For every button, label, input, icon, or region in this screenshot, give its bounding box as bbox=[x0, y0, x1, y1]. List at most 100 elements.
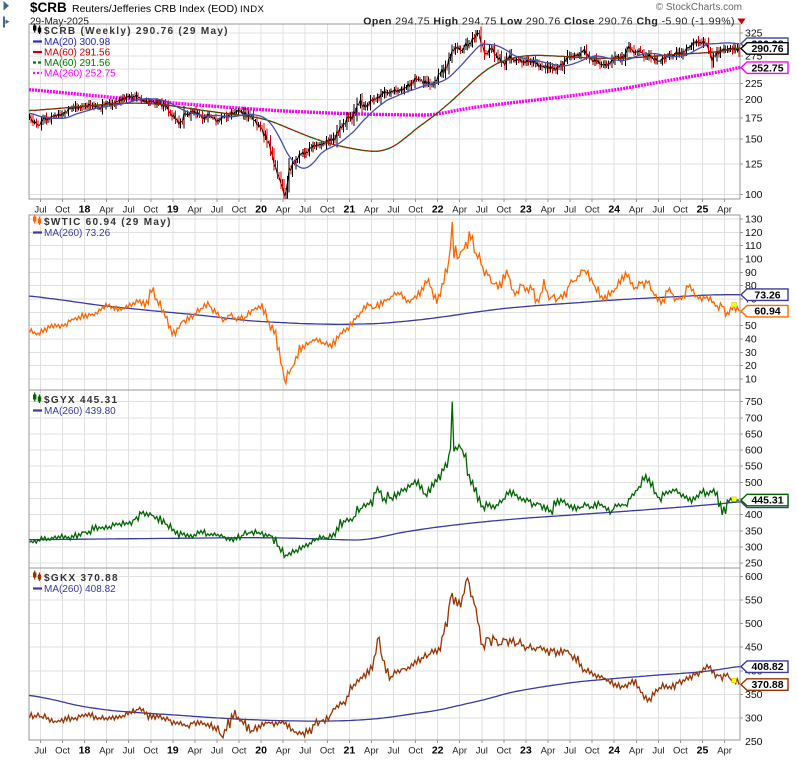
svg-text:21: 21 bbox=[344, 204, 356, 216]
svg-text:Jul: Jul bbox=[123, 746, 135, 757]
svg-text:Apr: Apr bbox=[364, 205, 379, 216]
svg-text:30: 30 bbox=[745, 347, 757, 359]
svg-text:Apr: Apr bbox=[188, 205, 203, 216]
svg-text:10: 10 bbox=[745, 374, 757, 386]
svg-text:Apr: Apr bbox=[629, 746, 644, 757]
svg-text:Jul: Jul bbox=[299, 746, 311, 757]
svg-text:29-May-2025: 29-May-2025 bbox=[30, 17, 89, 28]
svg-text:125: 125 bbox=[745, 159, 763, 171]
svg-text:300: 300 bbox=[745, 713, 763, 725]
svg-text:750: 750 bbox=[745, 396, 763, 408]
svg-text:23: 23 bbox=[520, 745, 532, 757]
svg-text:Oct: Oct bbox=[585, 746, 600, 757]
svg-text:Apr: Apr bbox=[99, 205, 114, 216]
svg-text:100: 100 bbox=[745, 254, 763, 266]
svg-text:INDX: INDX bbox=[240, 4, 265, 15]
svg-text:Oct: Oct bbox=[320, 205, 335, 216]
svg-text:550: 550 bbox=[745, 461, 763, 473]
svg-text:Oct: Oct bbox=[55, 205, 70, 216]
svg-text:Oct: Oct bbox=[143, 205, 158, 216]
svg-text:Oct: Oct bbox=[232, 205, 247, 216]
svg-text:Oct: Oct bbox=[408, 746, 423, 757]
svg-text:19: 19 bbox=[167, 745, 179, 757]
svg-text:225: 225 bbox=[745, 78, 763, 90]
svg-text:Apr: Apr bbox=[629, 205, 644, 216]
svg-text:Apr: Apr bbox=[452, 746, 467, 757]
svg-text:250: 250 bbox=[745, 558, 763, 570]
svg-text:130: 130 bbox=[745, 214, 763, 226]
svg-text:Oct: Oct bbox=[585, 205, 600, 216]
svg-text:252.75: 252.75 bbox=[751, 62, 783, 74]
svg-text:325: 325 bbox=[745, 28, 763, 40]
svg-text:370.88: 370.88 bbox=[751, 679, 783, 691]
svg-text:Apr: Apr bbox=[276, 205, 291, 216]
svg-text:Oct: Oct bbox=[143, 746, 158, 757]
svg-text:Apr: Apr bbox=[541, 205, 556, 216]
svg-text:24: 24 bbox=[608, 204, 620, 216]
svg-text:700: 700 bbox=[745, 412, 763, 424]
svg-text:Jul: Jul bbox=[564, 746, 576, 757]
svg-text:Apr: Apr bbox=[717, 746, 732, 757]
svg-text:90: 90 bbox=[745, 267, 757, 279]
svg-text:22: 22 bbox=[432, 745, 444, 757]
svg-text:Jul: Jul bbox=[387, 205, 399, 216]
svg-text:$GYX 445.31: $GYX 445.31 bbox=[44, 395, 118, 406]
svg-text:Jul: Jul bbox=[387, 746, 399, 757]
svg-text:MA(260) 252.75: MA(260) 252.75 bbox=[44, 69, 116, 80]
svg-text:MA(60) 291.56: MA(60) 291.56 bbox=[44, 48, 111, 59]
svg-text:60.94: 60.94 bbox=[754, 306, 780, 318]
svg-text:MA(60) 291.56: MA(60) 291.56 bbox=[44, 58, 111, 69]
svg-text:Apr: Apr bbox=[452, 205, 467, 216]
svg-text:Oct: Oct bbox=[55, 746, 70, 757]
svg-text:Jul: Jul bbox=[652, 746, 664, 757]
svg-text:80: 80 bbox=[745, 280, 757, 292]
svg-text:Jul: Jul bbox=[211, 746, 223, 757]
svg-text:Jul: Jul bbox=[652, 205, 664, 216]
svg-text:24: 24 bbox=[608, 745, 620, 757]
svg-text:Jul: Jul bbox=[564, 205, 576, 216]
svg-text:500: 500 bbox=[745, 618, 763, 630]
svg-text:20: 20 bbox=[745, 360, 757, 372]
svg-text:Oct: Oct bbox=[408, 205, 423, 216]
svg-text:Apr: Apr bbox=[541, 746, 556, 757]
svg-text:25: 25 bbox=[697, 204, 709, 216]
svg-text:150: 150 bbox=[745, 134, 763, 146]
svg-text:$CRB (Weekly) 290.76 (29 May): $CRB (Weekly) 290.76 (29 May) bbox=[44, 26, 229, 37]
svg-text:Reuters/Jefferies CRB Index (E: Reuters/Jefferies CRB Index (EOD) bbox=[72, 3, 238, 15]
svg-text:50: 50 bbox=[745, 320, 757, 332]
svg-text:Oct: Oct bbox=[673, 746, 688, 757]
svg-text:600: 600 bbox=[745, 571, 763, 583]
svg-text:Oct: Oct bbox=[232, 746, 247, 757]
svg-text:350: 350 bbox=[745, 525, 763, 537]
svg-text:Apr: Apr bbox=[364, 746, 379, 757]
svg-text:MA(260) 408.82: MA(260) 408.82 bbox=[44, 584, 116, 595]
svg-text:Jul: Jul bbox=[211, 205, 223, 216]
svg-text:Jul: Jul bbox=[476, 746, 488, 757]
svg-text:20: 20 bbox=[255, 204, 267, 216]
svg-text:$WTIC 60.94 (29 May): $WTIC 60.94 (29 May) bbox=[44, 217, 172, 228]
svg-text:21: 21 bbox=[344, 745, 356, 757]
svg-text:73.26: 73.26 bbox=[754, 289, 780, 301]
svg-text:Jul: Jul bbox=[123, 205, 135, 216]
svg-text:Apr: Apr bbox=[276, 746, 291, 757]
svg-text:19: 19 bbox=[167, 204, 179, 216]
svg-text:$CRB: $CRB bbox=[30, 0, 67, 15]
svg-text:600: 600 bbox=[745, 445, 763, 457]
svg-text:40: 40 bbox=[745, 334, 757, 346]
svg-text:650: 650 bbox=[745, 428, 763, 440]
svg-text:550: 550 bbox=[745, 595, 763, 607]
svg-text:450: 450 bbox=[745, 642, 763, 654]
svg-text:408.82: 408.82 bbox=[751, 661, 783, 673]
svg-text:20: 20 bbox=[255, 745, 267, 757]
svg-text:300: 300 bbox=[745, 542, 763, 554]
svg-text:Apr: Apr bbox=[717, 205, 732, 216]
svg-text:Jul: Jul bbox=[34, 205, 46, 216]
svg-text:Oct: Oct bbox=[497, 746, 512, 757]
svg-text:250: 250 bbox=[745, 736, 763, 748]
svg-text:290.76: 290.76 bbox=[751, 43, 783, 55]
svg-text:120: 120 bbox=[745, 227, 763, 239]
svg-text:400: 400 bbox=[745, 509, 763, 521]
svg-text:Jul: Jul bbox=[476, 205, 488, 216]
svg-text:100: 100 bbox=[745, 189, 763, 201]
svg-text:Apr: Apr bbox=[99, 746, 114, 757]
